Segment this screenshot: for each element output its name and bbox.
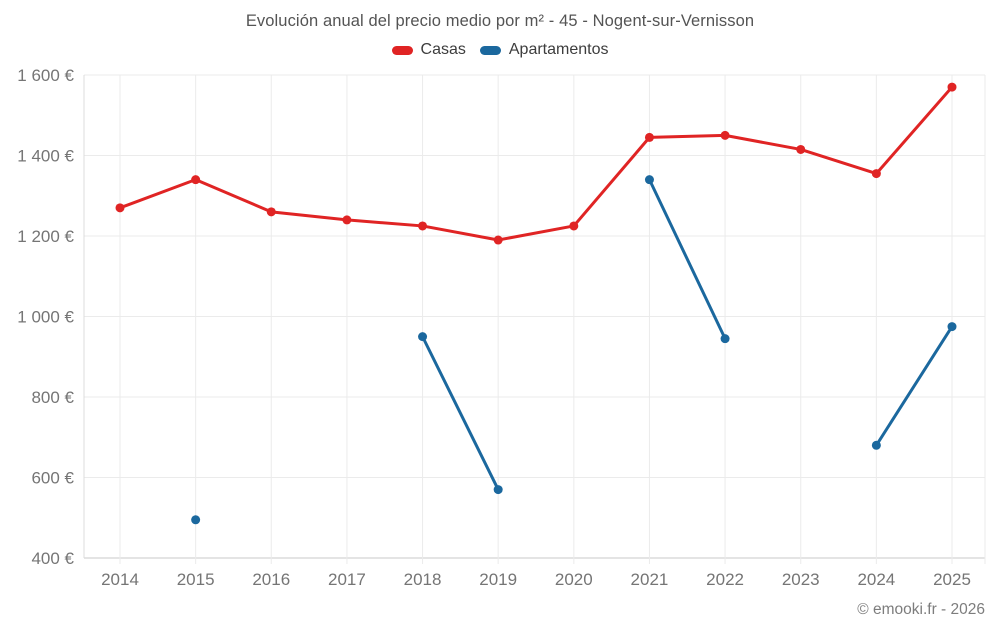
- x-axis-tick-label: 2014: [101, 570, 139, 589]
- casas-line-segment: [118, 85, 954, 242]
- casas-legend-label: Casas: [420, 41, 466, 58]
- y-axis-tick-label: 800 €: [31, 388, 74, 407]
- y-axis-tick-label: 1 200 €: [17, 227, 74, 246]
- legend-item-apartamentos[interactable]: Apartamentos: [479, 41, 609, 59]
- y-axis-tick-label: 400 €: [31, 549, 74, 568]
- casas-point-2025[interactable]: [947, 82, 957, 92]
- y-axis-tick-label: 1 400 €: [17, 147, 74, 166]
- x-axis-tick-label: 2022: [706, 570, 744, 589]
- x-axis-tick-label: 2015: [177, 570, 215, 589]
- casas-point-2023[interactable]: [796, 144, 806, 154]
- apartamentos-point-2021[interactable]: [644, 175, 654, 185]
- apartamentos-point-2025[interactable]: [947, 322, 957, 332]
- casas-point-2015[interactable]: [191, 175, 201, 185]
- casas-point-2022[interactable]: [720, 130, 730, 140]
- x-axis-tick-label: 2023: [782, 570, 820, 589]
- apartamentos-line-segment: [874, 325, 954, 447]
- y-axis-tick-label: 600 €: [31, 469, 74, 488]
- casas-legend-swatch: [391, 45, 413, 55]
- chart-legend: Casas Apartamentos: [0, 41, 1000, 59]
- casas-point-2019[interactable]: [493, 235, 503, 245]
- apartamentos-line-segment: [647, 178, 727, 341]
- casas-point-2018[interactable]: [418, 221, 428, 231]
- apartamentos-point-2024[interactable]: [871, 440, 881, 450]
- x-axis-tick-label: 2024: [857, 570, 895, 589]
- apartamentos-point-2019[interactable]: [493, 485, 503, 495]
- casas-point-2020[interactable]: [569, 221, 579, 231]
- apartamentos-legend-label: Apartamentos: [508, 41, 609, 58]
- apartamentos-point-2022[interactable]: [720, 334, 730, 344]
- apartamentos-point-2018[interactable]: [418, 332, 428, 342]
- x-axis-tick-label: 2021: [631, 570, 669, 589]
- y-axis-tick-label: 1 600 €: [17, 66, 74, 85]
- casas-point-2021[interactable]: [644, 132, 654, 142]
- casas-point-2017[interactable]: [342, 215, 352, 225]
- copyright-credit: © emooki.fr - 2026: [857, 601, 985, 618]
- x-axis-tick-label: 2020: [555, 570, 593, 589]
- legend-item-casas[interactable]: Casas: [391, 41, 466, 59]
- x-axis-tick-label: 2018: [404, 570, 442, 589]
- x-axis-tick-label: 2016: [252, 570, 290, 589]
- y-axis-tick-label: 1 000 €: [17, 308, 74, 327]
- x-axis-tick-label: 2025: [933, 570, 971, 589]
- apartamentos-line-segment: [421, 335, 500, 492]
- apartamentos-point-2015[interactable]: [191, 515, 201, 525]
- chart-title: Evolución anual del precio medio por m² …: [245, 12, 755, 30]
- casas-point-2024[interactable]: [871, 169, 881, 179]
- x-axis-tick-label: 2019: [479, 570, 517, 589]
- casas-point-2016[interactable]: [266, 207, 276, 217]
- apartamentos-legend-swatch: [479, 45, 501, 55]
- casas-point-2014[interactable]: [115, 203, 125, 213]
- x-axis-tick-label: 2017: [328, 570, 366, 589]
